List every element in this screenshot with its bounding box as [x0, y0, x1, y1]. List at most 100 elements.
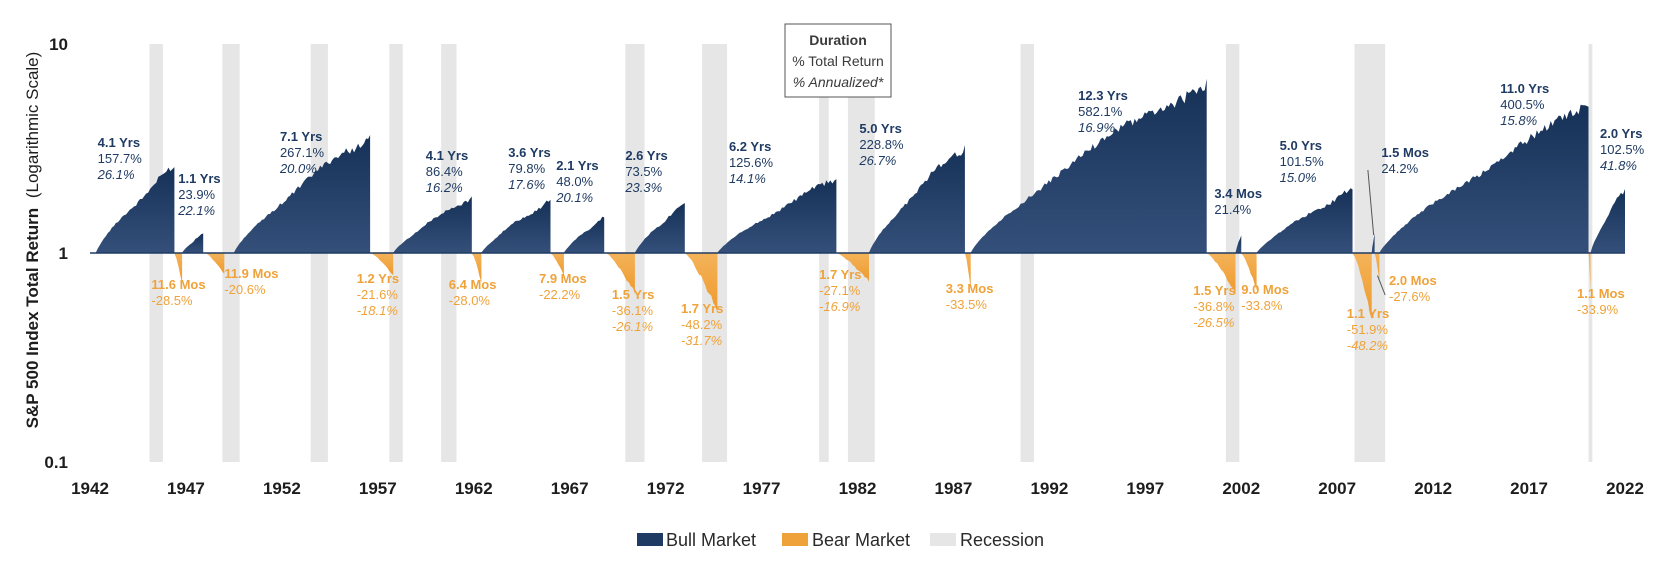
bull-label-12-duration: 1.5 Mos	[1381, 145, 1429, 160]
x-tick-label-9: 1987	[935, 479, 973, 498]
bull-label-3-annualized: 16.2%	[426, 180, 463, 195]
bear-area-10	[1241, 253, 1257, 291]
bear-label-1-total: -20.6%	[224, 282, 266, 297]
bull-label-7-duration: 6.2 Yrs	[729, 139, 771, 154]
bear-label-0-duration: 11.6 Mos	[151, 277, 205, 292]
bull-label-10-duration: 3.4 Mos	[1214, 186, 1262, 201]
bear-label-1: 11.9 Mos-20.6%	[224, 266, 278, 297]
legend: Bull Market Bear Market Recession	[637, 530, 1044, 550]
bear-label-6-annualized: -31.7%	[681, 333, 722, 348]
bear-label-8: 3.3 Mos-33.5%	[946, 281, 994, 312]
x-tick-label-4: 1962	[455, 479, 493, 498]
bull-label-4-total: 79.8%	[508, 161, 545, 176]
x-tick-label-7: 1977	[743, 479, 781, 498]
bear-label-3-total: -28.0%	[449, 293, 491, 308]
bull-area-14	[1590, 189, 1625, 253]
bear-area-0	[174, 253, 183, 284]
bear-area-4	[550, 253, 564, 276]
bear-label-12-duration: 2.0 Mos	[1389, 273, 1437, 288]
bull-area-10	[1235, 235, 1242, 253]
bear-area-11	[1352, 253, 1372, 320]
bull-label-8-duration: 5.0 Yrs	[859, 121, 901, 136]
x-tick-label-3: 1957	[359, 479, 397, 498]
bear-label-11-annualized: -48.2%	[1347, 338, 1388, 353]
bear-label-8-total: -33.5%	[946, 297, 988, 312]
y-tick-label-0: 10	[49, 35, 68, 54]
legend-swatch-bull	[637, 533, 663, 546]
legend-swatch-recession	[930, 533, 956, 546]
y-tick-label-1: 1	[59, 244, 68, 263]
bull-label-8-total: 228.8%	[859, 137, 904, 152]
bear-label-6-total: -48.2%	[681, 317, 723, 332]
bear-label-11-duration: 1.1 Yrs	[1347, 306, 1389, 321]
bull-area-1	[182, 233, 204, 253]
x-tick-label-13: 2007	[1318, 479, 1356, 498]
bull-area-0	[95, 167, 175, 253]
key-box-line1: % Total Return	[792, 53, 884, 69]
bear-label-6: 1.7 Yrs-48.2%-31.7%	[681, 301, 723, 348]
bull-area-5	[563, 216, 605, 253]
legend-label-bear: Bear Market	[812, 530, 910, 550]
bull-label-5-total: 48.0%	[556, 174, 593, 189]
x-tick-label-10: 1992	[1030, 479, 1068, 498]
bear-label-2-duration: 1.2 Yrs	[357, 271, 399, 286]
bull-area-4	[481, 199, 551, 253]
bear-label-13: 1.1 Mos-33.9%	[1577, 286, 1625, 317]
key-box-title: Duration	[809, 32, 867, 48]
x-tick-label-0: 1942	[71, 479, 109, 498]
bear-label-7: 1.7 Yrs-27.1%-16.9%	[819, 267, 861, 314]
bear-label-10-total: -33.8%	[1241, 298, 1283, 313]
bull-label-4-duration: 3.6 Yrs	[508, 145, 550, 160]
legend-swatch-bear	[782, 533, 808, 546]
x-tick-label-12: 2002	[1222, 479, 1260, 498]
bull-label-1-annualized: 22.1%	[177, 203, 215, 218]
bear-label-9-total: -36.8%	[1193, 299, 1235, 314]
bull-label-11-annualized: 15.0%	[1280, 170, 1317, 185]
bear-label-7-annualized: -16.9%	[819, 299, 860, 314]
bull-label-9-total: 582.1%	[1078, 104, 1123, 119]
bull-area-9	[970, 78, 1207, 253]
bull-label-2-total: 267.1%	[280, 145, 325, 160]
bear-label-2-total: -21.6%	[357, 287, 399, 302]
bear-label-9-annualized: -26.5%	[1193, 315, 1234, 330]
bear-label-0-total: -28.5%	[151, 293, 193, 308]
bear-label-8-duration: 3.3 Mos	[946, 281, 994, 296]
bear-label-0: 11.6 Mos-28.5%	[151, 277, 205, 308]
bull-area-7	[717, 179, 837, 253]
bear-label-5-total: -36.1%	[612, 303, 654, 318]
bear-area-13	[1588, 253, 1591, 291]
market-areas	[95, 78, 1625, 320]
bull-label-4-annualized: 17.6%	[508, 177, 545, 192]
bull-label-5-duration: 2.1 Yrs	[556, 158, 598, 173]
bear-label-9: 1.5 Yrs-36.8%-26.5%	[1193, 283, 1235, 330]
bull-label-0-duration: 4.1 Yrs	[98, 135, 140, 150]
bull-label-8-annualized: 26.7%	[858, 153, 896, 168]
bull-label-0-total: 157.7%	[98, 151, 143, 166]
x-tick-label-1: 1947	[167, 479, 205, 498]
bull-label-6-annualized: 23.3%	[624, 180, 662, 195]
bull-label-3-duration: 4.1 Yrs	[426, 148, 468, 163]
bear-label-2-annualized: -18.1%	[357, 303, 398, 318]
bull-label-13-total: 400.5%	[1500, 97, 1545, 112]
bull-label-2-duration: 7.1 Yrs	[280, 129, 322, 144]
x-tick-label-14: 2012	[1414, 479, 1452, 498]
bear-area-3	[471, 253, 482, 283]
bull-label-9-annualized: 16.9%	[1078, 120, 1115, 135]
key-box: Duration % Total Return % Annualized*	[784, 23, 892, 98]
bull-area-12	[1371, 233, 1375, 253]
x-tick-label-5: 1967	[551, 479, 589, 498]
bull-label-2-annualized: 20.0%	[279, 161, 317, 176]
bear-label-4-total: -22.2%	[539, 287, 581, 302]
